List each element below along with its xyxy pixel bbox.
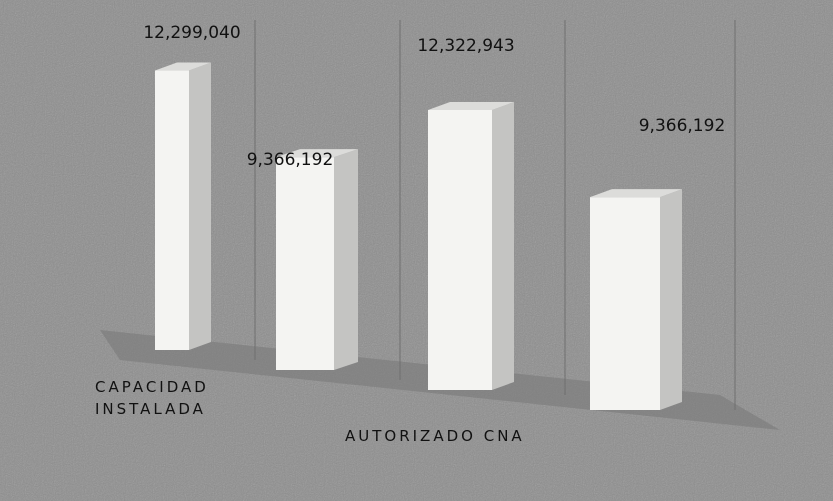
category-label: AUTORIZADO CNA	[345, 427, 525, 445]
value-label: 12,299,040	[143, 23, 240, 43]
bar	[155, 70, 189, 350]
bar-side	[334, 149, 358, 370]
bar-top	[276, 149, 358, 158]
bar-top	[155, 62, 211, 71]
bar-side	[189, 62, 211, 350]
value-label: 9,366,192	[639, 116, 726, 136]
bar-top	[590, 189, 682, 198]
bar	[276, 157, 334, 370]
bar-top	[428, 102, 514, 110]
bar-side	[492, 102, 514, 390]
value-label: 12,322,943	[417, 36, 514, 56]
category-label: CAPACIDAD INSTALADA	[95, 378, 209, 418]
value-label: 9,366,192	[247, 150, 334, 170]
bar-side	[660, 189, 682, 410]
bar	[590, 197, 660, 410]
bar	[428, 110, 492, 390]
